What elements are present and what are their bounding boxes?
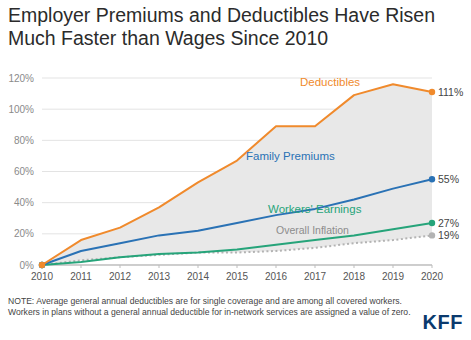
logo-text: KFF	[423, 311, 463, 333]
x-tick-label: 2014	[187, 271, 210, 282]
end-point	[429, 220, 435, 226]
series-line	[42, 223, 432, 265]
x-tick-label: 2013	[148, 271, 171, 282]
x-tick-label: 2018	[343, 271, 366, 282]
data-labels: 111% 55% 27%19% Deductibles Family Premiums W…	[246, 76, 463, 241]
y-tick-label: 80%	[14, 135, 34, 146]
y-tick-label: 0%	[20, 260, 35, 271]
end-point	[429, 232, 435, 238]
x-tick-label: 2012	[109, 271, 132, 282]
y-tick-label: 40%	[14, 197, 34, 208]
data-label: 27%	[438, 217, 459, 229]
series-label: Deductibles	[300, 76, 360, 88]
y-tick-label: 60%	[14, 166, 34, 177]
x-tick-label: 2015	[226, 271, 249, 282]
y-tick-label: 20%	[14, 228, 34, 239]
series-label: Family Premiums	[246, 150, 335, 162]
x-tick	[393, 265, 394, 268]
logo: KFF	[423, 311, 463, 333]
x-tick	[237, 265, 238, 268]
x-tick-label: 2016	[265, 271, 288, 282]
data-label: 111%	[438, 86, 463, 98]
chart: 0%20%40%60%80%100%120%201020112012201320…	[0, 0, 471, 340]
x-tick-label: 2017	[304, 271, 327, 282]
end-point	[39, 262, 45, 268]
x-tick	[159, 265, 160, 268]
x-tick	[81, 265, 82, 268]
x-tick	[120, 265, 121, 268]
x-tick	[276, 265, 277, 268]
y-tick-label: 120%	[8, 73, 34, 84]
x-tick	[432, 265, 433, 268]
x-tick-label: 2019	[382, 271, 405, 282]
data-label: 19%	[438, 229, 459, 241]
series-line	[42, 84, 432, 265]
y-axis: 0% 20% 40% 60% 80% 100% 120%	[8, 73, 432, 271]
x-tick-label: 2011	[70, 271, 92, 282]
x-tick-label: 2020	[421, 271, 444, 282]
gap-area	[42, 84, 432, 265]
series-line	[42, 179, 432, 265]
end-point	[429, 176, 435, 182]
x-tick	[315, 265, 316, 268]
grid-line	[42, 78, 432, 79]
series-label: Workers' Earnings	[268, 203, 362, 215]
plot-area	[39, 84, 435, 268]
data-label: 55%	[438, 173, 459, 185]
x-tick	[198, 265, 199, 268]
chart-title: Employer Premiums and Deductibles Have R…	[8, 4, 458, 50]
end-point	[39, 262, 45, 268]
footnote: NOTE: Average general annual deductibles…	[8, 296, 413, 317]
series-label: Overall Inflation	[276, 224, 349, 236]
y-tick-label: 100%	[8, 104, 34, 115]
end-point	[39, 262, 45, 268]
x-tick-label: 2010	[31, 271, 54, 282]
end-point	[429, 89, 435, 95]
x-tick	[354, 265, 355, 268]
end-point	[39, 262, 45, 268]
x-axis: 2010 2011 2012 2013 2014 2015 2016 2017 2018 2019…	[31, 265, 444, 282]
